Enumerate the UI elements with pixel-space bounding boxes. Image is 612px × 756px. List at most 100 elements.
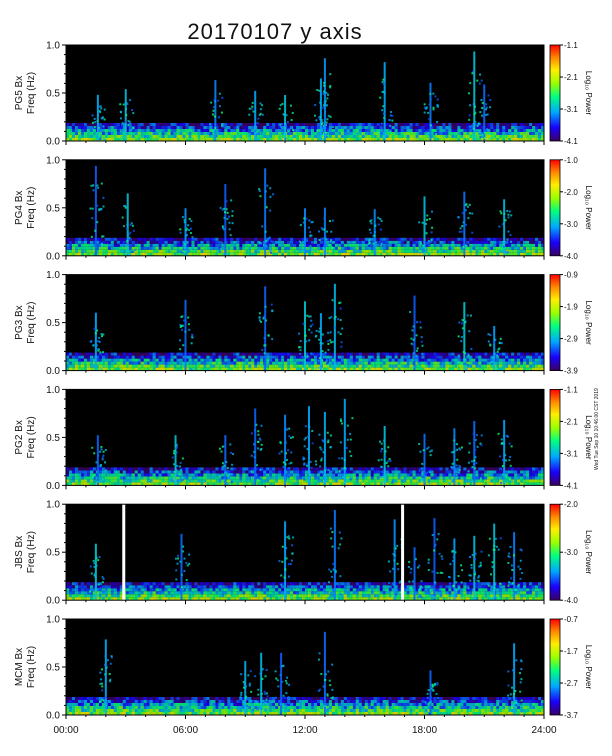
band-cell [442,361,446,365]
band-cell [107,352,112,356]
band-cell [119,355,124,359]
band-cell [146,138,150,141]
band-cell [113,355,118,359]
band-cell [523,367,527,371]
band-cell [293,132,297,135]
burst-speckle [307,435,309,438]
band-cell [305,358,309,362]
band-cell [364,129,369,132]
band-cell [257,135,261,138]
band-cell [535,467,539,471]
band-cell [487,473,491,477]
band-cell [415,361,419,365]
burst-speckle [320,459,323,462]
band-cell [526,367,530,371]
band-cell [236,237,240,241]
band-cell [481,482,485,486]
band-cell [334,138,339,141]
band-cell [457,467,461,471]
band-cell [140,252,144,256]
band-cell [122,237,127,241]
band-cell [260,367,264,371]
band-cell [487,243,491,247]
band-cell [248,126,252,129]
band-cell [406,479,410,483]
burst-speckle [321,350,324,353]
band-cell [490,138,494,141]
band-cell [346,482,351,486]
band-cell [173,243,177,247]
band-cell [206,132,210,135]
band-cell [176,367,180,371]
band-cell [403,126,407,129]
burst-speckle [331,247,334,250]
band-cell [74,352,79,356]
burst-speckle [380,242,383,245]
band-cell [463,132,467,135]
band-cell [248,476,252,480]
band-cell [310,135,315,138]
band-cell [379,473,383,477]
colorbar-tick-label: -3.1 [564,105,578,114]
burst-speckle [320,448,323,451]
band-cell [107,249,112,253]
band-cell [526,479,530,483]
band-cell [508,470,512,474]
burst-speckle [322,90,325,93]
band-cell [83,473,88,477]
band-cell [203,135,207,138]
band-cell [89,243,94,247]
band-cell [239,129,243,132]
band-cell [197,123,201,126]
band-cell [355,237,360,241]
band-cell [478,482,482,486]
burst-speckle [321,228,324,231]
band-cell [466,243,470,247]
band-cell [281,132,285,135]
band-cell [233,470,237,474]
band-cell [221,367,225,371]
burst-speckle [232,453,235,456]
band-cell [532,237,536,241]
band-cell [328,358,333,362]
band-cell [197,367,201,371]
band-cell [436,252,440,256]
band-cell [481,355,485,359]
band-cell [140,132,144,135]
band-cell [376,246,380,250]
burst-speckle [309,235,312,238]
band-cell [194,123,198,126]
band-cell [134,479,138,483]
station-label: PG5 Bx [14,76,25,110]
band-cell [281,367,285,371]
band-cell [409,361,413,365]
burst-speckle [225,460,228,463]
burst-speckle [341,327,344,330]
band-cell [367,476,372,480]
band-cell [122,252,127,256]
band-cell [107,129,112,132]
burst-speckle [324,480,327,483]
band-cell [239,367,243,371]
burst-speckle [412,343,415,346]
band-cell [116,129,121,132]
band-cell [448,132,452,135]
band-cell [278,361,282,365]
band-cell [517,482,521,486]
burst-speckle [334,315,337,318]
band-cell [209,482,213,486]
burst-speckle [101,458,104,461]
burst-speckle [319,465,322,468]
burst-speckle [280,450,283,453]
burst-speckle [327,441,330,444]
band-cell [230,467,234,471]
band-cell [484,237,488,241]
band-cell [173,132,177,135]
band-cell [502,126,506,129]
burst-speckle [284,463,287,466]
burst-speckle [377,216,380,219]
band-cell [445,361,449,365]
burst-speckle [179,468,182,471]
band-cell [538,358,542,362]
band-cell [313,352,318,356]
